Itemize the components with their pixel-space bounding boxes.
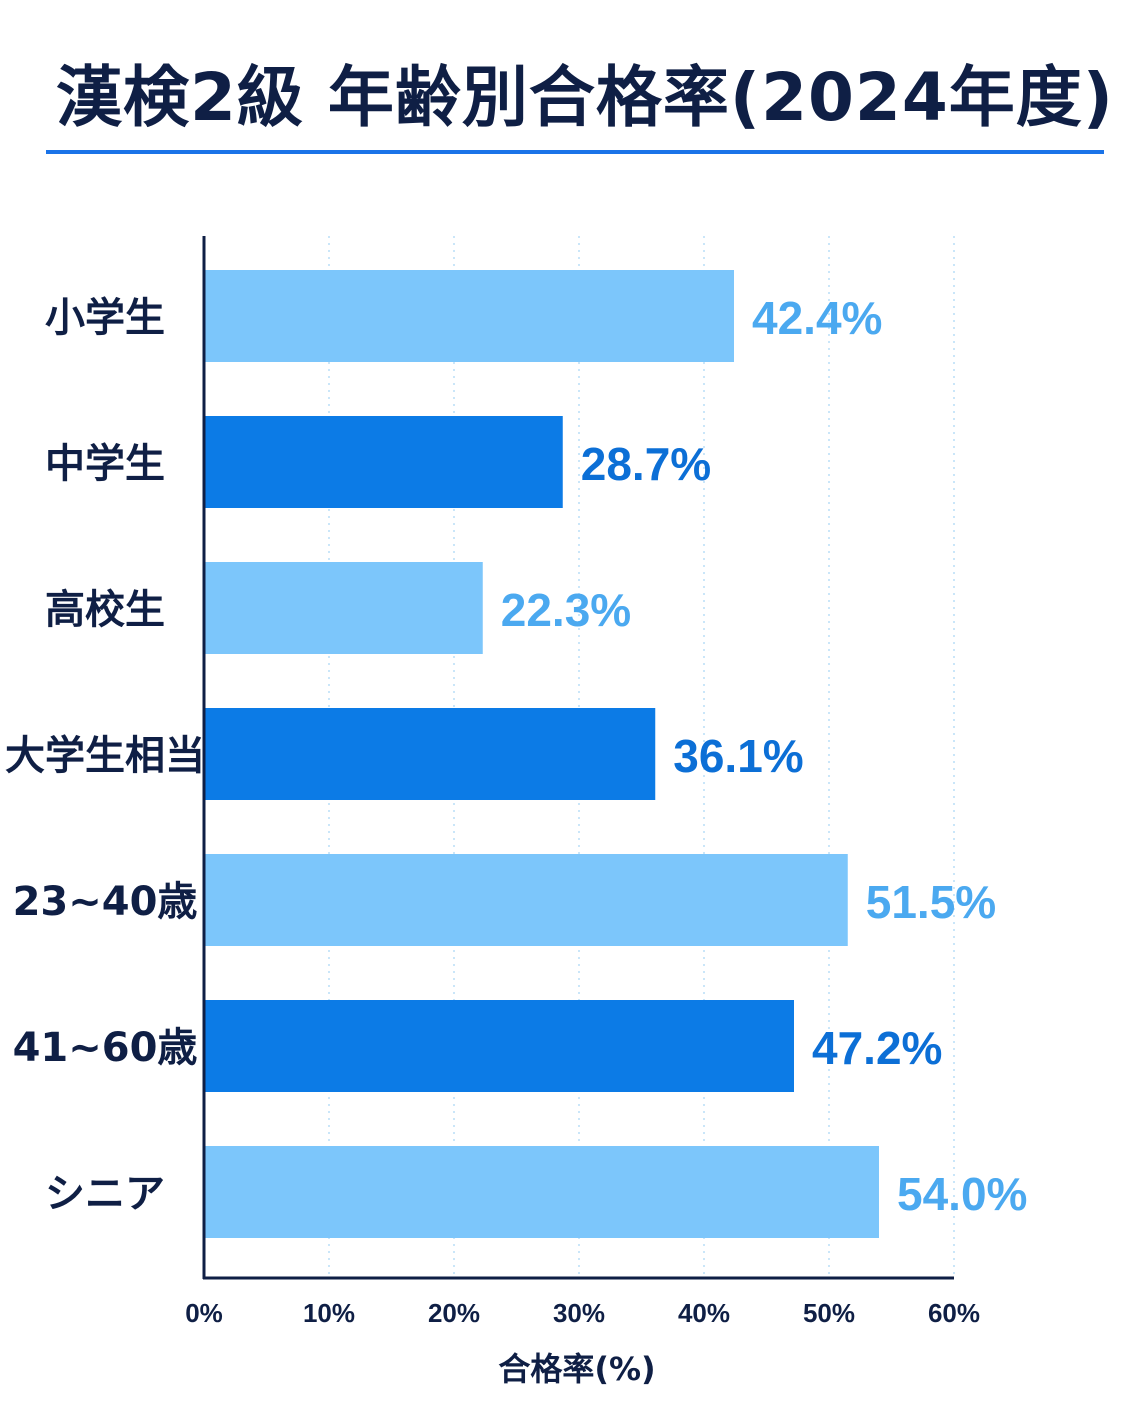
bars xyxy=(204,270,879,1238)
axes xyxy=(202,236,954,1280)
x-tick-label: 60% xyxy=(928,1298,980,1328)
gridlines xyxy=(328,236,955,1278)
title-underline xyxy=(46,150,1104,154)
data-label: 28.7% xyxy=(581,438,711,490)
bar xyxy=(204,708,656,800)
category-label: 小学生 xyxy=(45,295,165,341)
labels: 0% 10% 20% 30% 40% 50% 60% 42.4% 小学生 28.7% 中学生 22.3… xyxy=(5,292,1027,1388)
data-label: 51.5% xyxy=(866,876,996,928)
chart-title: 漢検2級 年齢別合格率(2024年度) xyxy=(56,59,1114,136)
x-tick-label: 20% xyxy=(428,1298,480,1328)
data-label: 54.0% xyxy=(897,1168,1027,1220)
category-label: シニア xyxy=(45,1171,165,1217)
data-label: 42.4% xyxy=(752,292,882,344)
x-tick-label: 50% xyxy=(803,1298,855,1328)
bar xyxy=(204,1000,794,1092)
category-label: 23~40歳 xyxy=(13,879,198,925)
category-label: 中学生 xyxy=(45,441,165,487)
category-label: 高校生 xyxy=(45,587,165,633)
data-label: 22.3% xyxy=(501,584,631,636)
bar xyxy=(204,854,848,946)
title-container: 漢検2級 年齢別合格率(2024年度) xyxy=(46,40,1113,140)
data-label: 36.1% xyxy=(673,730,803,782)
x-axis-title: 合格率(%) xyxy=(498,1350,655,1388)
category-label: 41~60歳 xyxy=(13,1025,198,1071)
x-tick-label: 0% xyxy=(185,1298,223,1328)
x-tick-label: 10% xyxy=(303,1298,355,1328)
bar xyxy=(204,416,563,508)
bar xyxy=(204,270,734,362)
bar xyxy=(204,1146,879,1238)
bar xyxy=(204,562,483,654)
data-label: 47.2% xyxy=(812,1022,942,1074)
x-tick-label: 30% xyxy=(553,1298,605,1328)
category-label: 大学生相当 xyxy=(5,733,205,779)
x-tick-label: 40% xyxy=(678,1298,730,1328)
